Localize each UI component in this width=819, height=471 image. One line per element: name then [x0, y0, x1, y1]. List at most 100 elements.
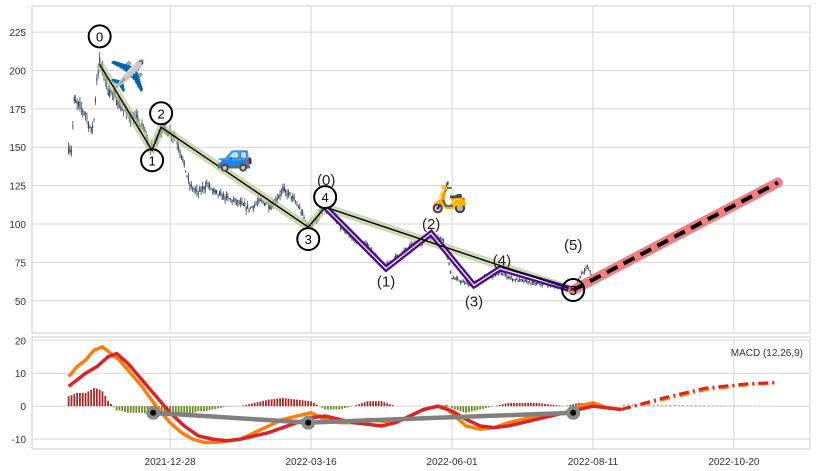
candle-body	[111, 92, 113, 94]
candle-body	[193, 189, 195, 191]
candle-body	[302, 211, 304, 215]
candle-body	[251, 206, 253, 208]
candle-body	[245, 207, 247, 211]
candle-body	[404, 247, 407, 251]
candle-body	[438, 237, 440, 239]
candle-body	[582, 271, 584, 274]
wave-label: 2	[157, 106, 164, 121]
candle-body	[239, 200, 242, 205]
macd-histogram-bar	[459, 406, 462, 412]
candle-body	[256, 201, 259, 203]
macd-histogram-bar	[465, 406, 468, 413]
y-tick-label: 75	[15, 258, 27, 269]
macd-histogram-bar	[183, 406, 186, 415]
macd-histogram-bar	[524, 402, 527, 407]
candle-body	[465, 282, 467, 284]
candle-body	[189, 185, 191, 187]
candle-body	[254, 204, 256, 206]
candle-body	[269, 205, 271, 209]
macd-histogram-bar	[132, 406, 135, 413]
macd-histogram-bar	[126, 406, 129, 413]
candle-body	[509, 277, 511, 279]
candle-body	[77, 101, 80, 106]
candle-body	[259, 198, 261, 201]
macd-histogram-bar	[366, 401, 369, 407]
candle-body	[230, 198, 232, 200]
car-icon: 🚙	[216, 140, 253, 174]
candle-body	[141, 122, 143, 128]
candle-body	[366, 242, 369, 246]
candle-body	[459, 281, 462, 283]
candle-body	[207, 185, 209, 187]
macd-histogram-bar	[270, 399, 273, 407]
candle-body	[117, 100, 119, 108]
y-tick-label: 175	[9, 105, 26, 116]
macd-histogram-bar	[73, 394, 76, 407]
macd-histogram-bar	[383, 402, 386, 407]
candle-body	[289, 192, 291, 196]
macd-histogram-forecast-bar	[741, 405, 744, 407]
macd-histogram-bar	[541, 403, 544, 407]
candle-body	[293, 197, 295, 201]
candle-body	[588, 269, 590, 271]
candle-body	[279, 194, 281, 197]
macd-histogram-bar	[163, 406, 166, 417]
candle-body	[70, 150, 73, 153]
macd-histogram-bar	[521, 402, 524, 407]
macd-histogram-forecast-bar	[686, 404, 689, 407]
candle-body	[144, 129, 146, 132]
wave-label: 4	[322, 190, 329, 205]
candle-body	[466, 282, 469, 284]
candle-body	[242, 203, 245, 206]
candle-body	[92, 125, 94, 128]
candle-body	[217, 194, 219, 196]
candle-body	[203, 187, 205, 190]
candle-body	[520, 279, 522, 281]
macd-histogram-bar	[242, 405, 245, 407]
macd-histogram-bar	[346, 406, 349, 408]
macd-histogram-bar	[372, 401, 374, 407]
macd-histogram-forecast-bar	[695, 405, 697, 407]
price-panel	[31, 5, 811, 334]
macd-histogram-forecast-bar	[673, 404, 676, 407]
scooter-icon: 🛵	[431, 180, 468, 215]
macd-histogram-bar	[445, 404, 448, 407]
candle-body	[199, 187, 201, 192]
macd-histogram-bar	[267, 399, 270, 407]
candle-body	[97, 70, 99, 75]
macd-histogram-bar	[468, 406, 470, 413]
candle-body	[79, 101, 81, 108]
macd-histogram-bar	[389, 404, 391, 407]
candle-body	[516, 278, 518, 280]
candle-body	[285, 190, 287, 193]
candle-body	[462, 280, 464, 283]
y-tick-label: 150	[9, 143, 26, 154]
candle-body	[96, 78, 98, 81]
candle-body	[276, 197, 278, 201]
candle-body	[528, 281, 531, 283]
candle-body	[93, 119, 95, 121]
candle-body	[80, 107, 82, 109]
macd-histogram-bar	[566, 405, 569, 407]
macd-histogram-bar	[349, 406, 352, 407]
macd-histogram-bar	[194, 406, 197, 413]
candle-body	[249, 207, 252, 209]
candle-body	[194, 189, 197, 191]
candle-body	[121, 108, 123, 111]
macd-histogram-bar	[279, 398, 281, 407]
wave-label-circle	[140, 148, 165, 173]
candle-body	[534, 283, 536, 285]
candle-body	[262, 201, 264, 203]
macd-histogram-bar	[380, 401, 383, 407]
macd-histogram-bar	[188, 406, 191, 414]
x-tick-label: 2022-06-01	[426, 457, 478, 468]
macd-y-tick-label: -10	[12, 435, 27, 446]
candle-body	[180, 154, 182, 159]
macd-histogram-forecast-bar	[720, 405, 722, 407]
macd-histogram-bar	[112, 406, 115, 408]
macd-histogram-bar	[284, 398, 287, 407]
macd-histogram-forecast-bar	[669, 404, 672, 407]
candle-body	[457, 277, 459, 281]
candle-body	[527, 282, 529, 284]
